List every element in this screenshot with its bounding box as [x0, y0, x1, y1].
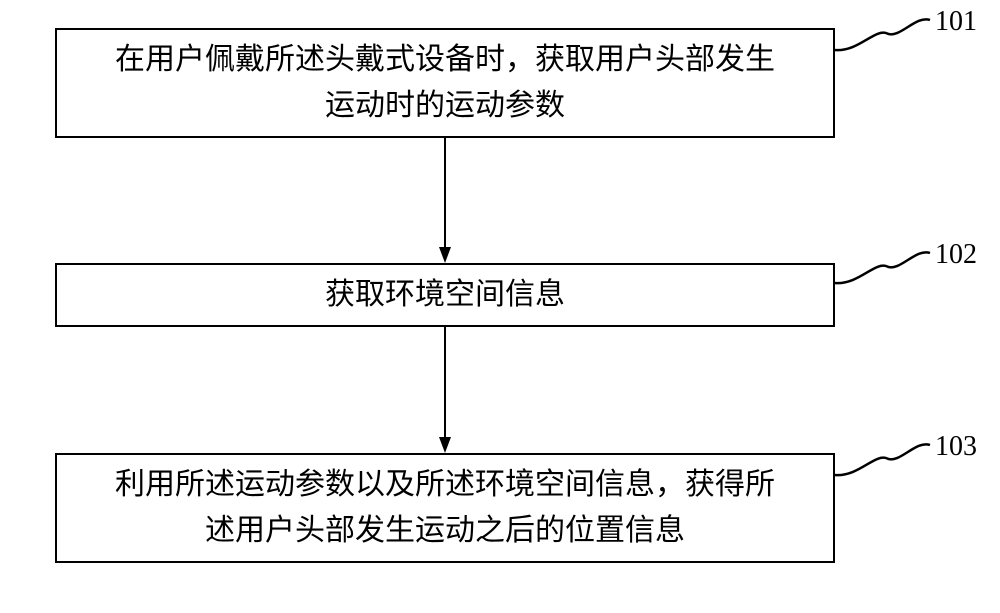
flowchart-canvas: 在用户佩戴所述头戴式设备时，获取用户头部发生 运动时的运动参数获取环境空间信息利…	[0, 0, 1000, 613]
callout-label-103: 103	[935, 431, 977, 463]
callout-line-103	[0, 0, 1000, 613]
